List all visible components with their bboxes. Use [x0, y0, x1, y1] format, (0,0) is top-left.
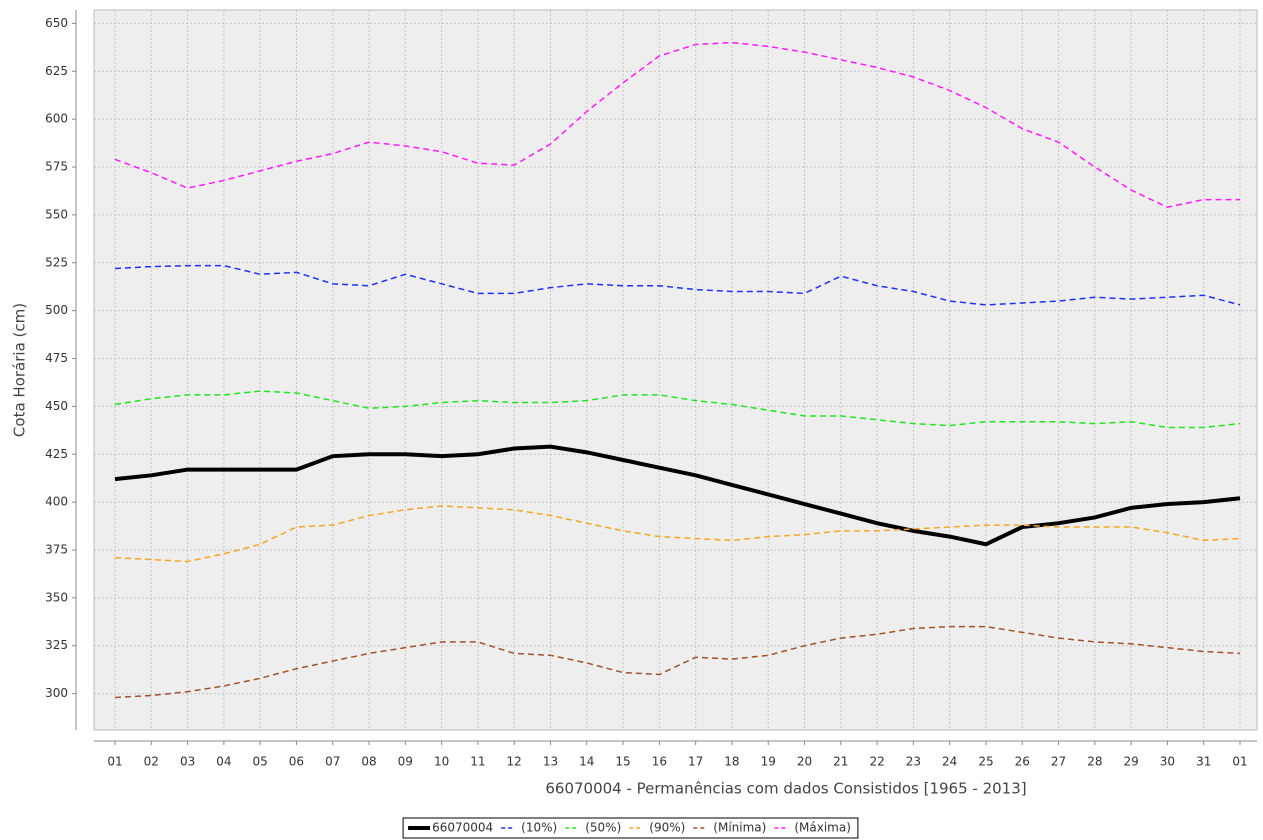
x-tick-label: 30 [1160, 755, 1175, 769]
legend-label: (10%) [521, 821, 557, 835]
x-tick-label: 12 [507, 755, 522, 769]
x-tick-label: 03 [180, 755, 195, 769]
series-line [114, 41, 1240, 209]
y-tick-label: 350 [45, 590, 68, 604]
x-tick-label: 25 [978, 755, 993, 769]
x-tick-label: 08 [361, 755, 376, 769]
x-tick-label: 29 [1123, 755, 1138, 769]
y-tick-label: 450 [45, 399, 68, 413]
x-axis-title: 66070004 - Permanências com dados Consis… [545, 780, 1026, 798]
x-tick-label: 24 [942, 755, 957, 769]
legend-label: (90%) [649, 821, 685, 835]
y-tick-label: 325 [45, 638, 68, 652]
plot-area [93, 9, 1258, 731]
series-line [114, 444, 1241, 547]
x-tick-label: 06 [289, 755, 304, 769]
x-tick-label: 26 [1015, 755, 1030, 769]
x-tick-label: 01 [107, 755, 122, 769]
x-tick-label: 11 [470, 755, 485, 769]
x-tick-label: 22 [869, 755, 884, 769]
y-tick-label: 475 [45, 351, 68, 365]
y-tick-label: 525 [45, 255, 68, 269]
x-tick-label: 07 [325, 755, 340, 769]
legend: 66070004 (10%) (50%) (90%) (Mínima) (Máxima) [402, 817, 859, 839]
y-tick-label: 400 [45, 495, 68, 509]
x-tick-label: 18 [724, 755, 739, 769]
y-axis-title: Cota Horária (cm) [11, 303, 29, 437]
x-tick-label: 27 [1051, 755, 1066, 769]
legend-label: (Mínima) [713, 821, 766, 835]
x-tick-label: 13 [543, 755, 558, 769]
x-tick-label: 28 [1087, 755, 1102, 769]
y-tick-label: 625 [45, 64, 68, 78]
x-tick-label: 10 [434, 755, 449, 769]
y-tick-label: 500 [45, 303, 68, 317]
x-tick-label: 09 [398, 755, 413, 769]
x-tick-label: 23 [906, 755, 921, 769]
x-tick-label: 04 [216, 755, 231, 769]
series-line [114, 390, 1241, 429]
x-tick-label: 20 [797, 755, 812, 769]
legend-label: (Máxima) [794, 821, 851, 835]
x-tick-label: 17 [688, 755, 703, 769]
y-tick-label: 550 [45, 207, 68, 221]
y-tick-label: 600 [45, 112, 68, 126]
series-line [114, 264, 1241, 306]
x-tick-label: 21 [833, 755, 848, 769]
y-tick-label: 650 [45, 16, 68, 30]
x-tick-label: 15 [615, 755, 630, 769]
legend-label: (50%) [585, 821, 621, 835]
x-tick-label: 16 [652, 755, 667, 769]
x-tick-label: 01 [1232, 755, 1247, 769]
legend-label: 66070004 [432, 821, 493, 835]
y-tick-label: 575 [45, 160, 68, 174]
y-tick-label: 425 [45, 447, 68, 461]
x-tick-label: 05 [253, 755, 268, 769]
y-tick-label: 375 [45, 543, 68, 557]
x-tick-label: 14 [579, 755, 594, 769]
y-tick-label: 300 [45, 686, 68, 700]
x-tick-label: 02 [144, 755, 159, 769]
series-line [114, 505, 1241, 563]
series-line [114, 625, 1241, 699]
x-tick-label: 31 [1196, 755, 1211, 769]
x-tick-label: 19 [761, 755, 776, 769]
